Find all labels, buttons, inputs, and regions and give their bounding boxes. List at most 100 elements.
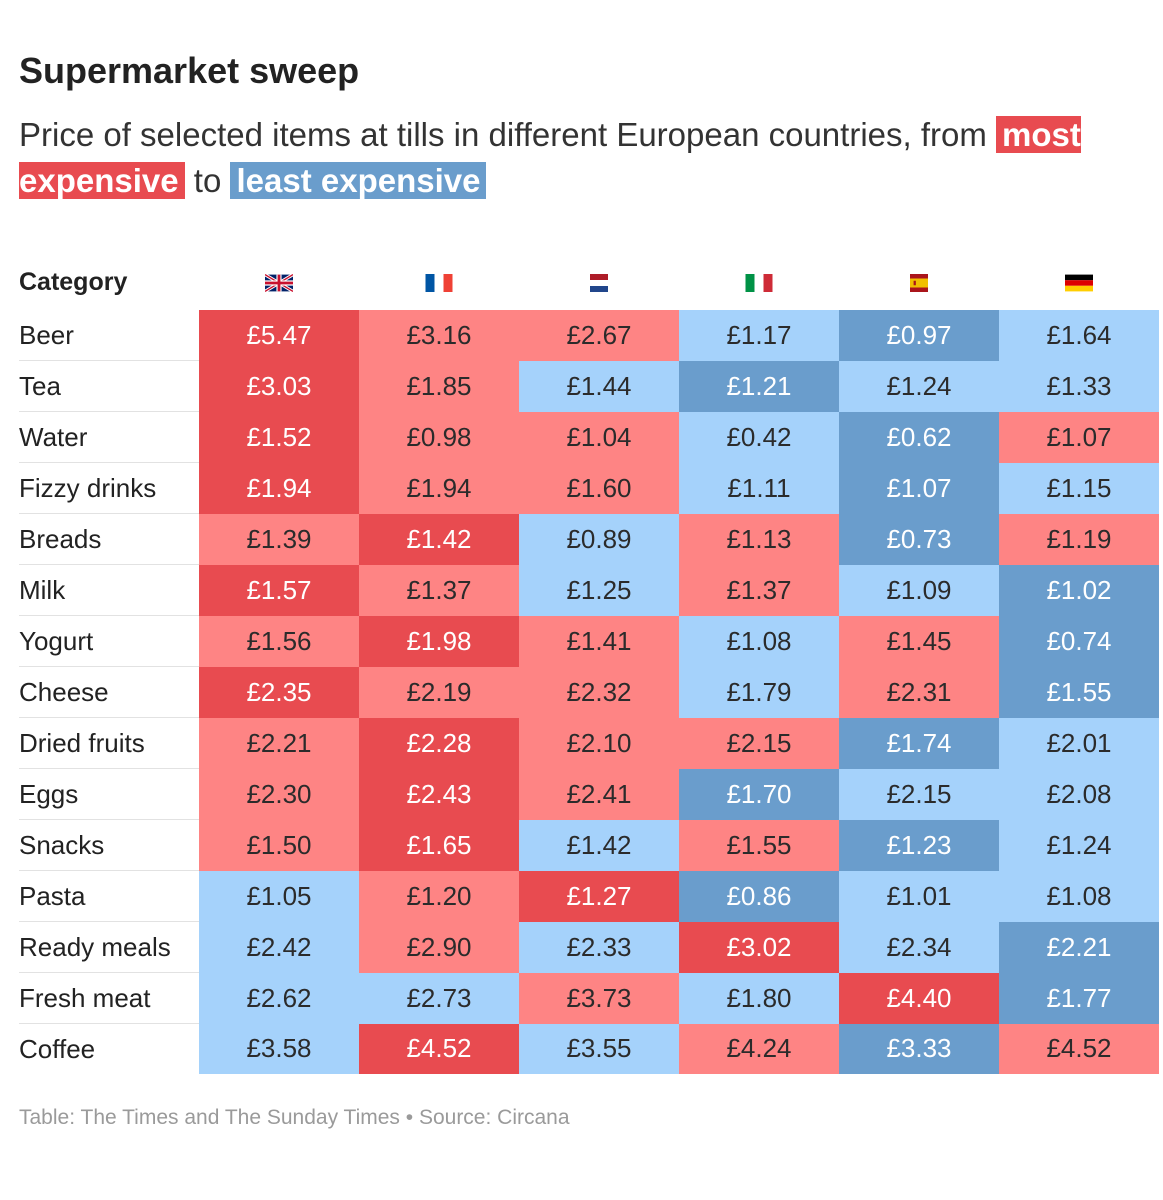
- table-row: Ready meals £2.42 £2.90 £2.33 £3.02 £2.34 £2.2…: [19, 921, 1159, 973]
- price-cell: £1.39: [199, 513, 359, 565]
- price-cell: £1.50: [199, 819, 359, 871]
- es-flag-icon: [905, 274, 933, 293]
- nl-flag-icon: [585, 274, 613, 293]
- category-label: Eggs: [19, 768, 199, 820]
- price-cell: £3.73: [519, 972, 679, 1024]
- category-label: Yogurt: [19, 615, 199, 667]
- price-cell: £2.32: [519, 666, 679, 718]
- price-cell: £3.58: [199, 1023, 359, 1074]
- price-cell: £0.98: [359, 411, 519, 463]
- price-cell: £2.10: [519, 717, 679, 769]
- de-flag-icon: [1065, 274, 1093, 292]
- category-label: Milk: [19, 564, 199, 616]
- price-cell: £1.25: [519, 564, 679, 616]
- price-cell: £0.97: [839, 310, 999, 361]
- table-header-row: Category: [19, 255, 1159, 310]
- price-cell: £1.24: [839, 360, 999, 412]
- category-label: Breads: [19, 513, 199, 565]
- category-label: Fizzy drinks: [19, 462, 199, 514]
- chart-title: Supermarket sweep: [19, 50, 360, 91]
- price-cell: £0.62: [839, 411, 999, 463]
- price-cell: £1.05: [199, 870, 359, 922]
- price-cell: £1.02: [999, 564, 1159, 616]
- price-cell: £1.20: [359, 870, 519, 922]
- price-cell: £1.11: [679, 462, 839, 514]
- price-cell: £1.08: [999, 870, 1159, 922]
- price-cell: £1.27: [519, 870, 679, 922]
- category-label: Cheese: [19, 666, 199, 718]
- price-cell: £0.86: [679, 870, 839, 922]
- price-cell: £3.02: [679, 921, 839, 973]
- price-cell: £2.08: [999, 768, 1159, 820]
- price-cell: £1.09: [839, 564, 999, 616]
- fr-flag-icon: [425, 274, 453, 293]
- category-label: Ready meals: [19, 921, 199, 973]
- price-cell: £2.33: [519, 921, 679, 973]
- price-cell: £1.57: [199, 564, 359, 616]
- column-header-country: [839, 255, 999, 310]
- price-cell: £0.74: [999, 615, 1159, 667]
- price-cell: £1.85: [359, 360, 519, 412]
- price-cell: £2.34: [839, 921, 999, 973]
- price-cell: £2.15: [839, 768, 999, 820]
- price-cell: £2.30: [199, 768, 359, 820]
- price-cell: £1.94: [359, 462, 519, 514]
- subtitle-connector: to: [193, 162, 222, 199]
- price-cell: £1.17: [679, 310, 839, 361]
- price-cell: £2.42: [199, 921, 359, 973]
- category-label: Water: [19, 411, 199, 463]
- price-cell: £1.74: [839, 717, 999, 769]
- price-cell: £1.60: [519, 462, 679, 514]
- price-cell: £2.62: [199, 972, 359, 1024]
- price-cell: £1.56: [199, 615, 359, 667]
- subtitle-text: Price of selected items at tills in diff…: [19, 116, 987, 153]
- column-header-category: Category: [19, 268, 128, 296]
- price-cell: £2.67: [519, 310, 679, 361]
- price-cell: £1.37: [359, 564, 519, 616]
- price-cell: £2.90: [359, 921, 519, 973]
- table-row: Tea £3.03 £1.85 £1.44 £1.21 £1.24 £1.33: [19, 360, 1159, 412]
- table-row: Cheese £2.35 £2.19 £2.32 £1.79 £2.31 £1.55: [19, 666, 1159, 718]
- price-cell: £1.07: [839, 462, 999, 514]
- price-cell: £3.03: [199, 360, 359, 412]
- price-cell: £1.42: [519, 819, 679, 871]
- price-cell: £2.43: [359, 768, 519, 820]
- price-cell: £2.15: [679, 717, 839, 769]
- category-label: Tea: [19, 360, 199, 412]
- chart-subtitle: Price of selected items at tills in diff…: [19, 112, 1129, 204]
- price-cell: £3.16: [359, 310, 519, 361]
- price-cell: £2.28: [359, 717, 519, 769]
- price-cell: £2.21: [999, 921, 1159, 973]
- price-cell: £1.94: [199, 462, 359, 514]
- category-label: Coffee: [19, 1033, 96, 1064]
- column-header-country: [999, 255, 1159, 310]
- category-label: Beer: [19, 310, 199, 361]
- price-cell: £3.55: [519, 1023, 679, 1074]
- price-cell: £1.80: [679, 972, 839, 1024]
- table-row: Milk £1.57 £1.37 £1.25 £1.37 £1.09 £1.02: [19, 564, 1159, 616]
- price-cell: £1.77: [999, 972, 1159, 1024]
- table-row: Snacks £1.50 £1.65 £1.42 £1.55 £1.23 £1.24: [19, 819, 1159, 871]
- price-cell: £4.52: [999, 1023, 1159, 1074]
- table-row: Fresh meat £2.62 £2.73 £3.73 £1.80 £4.40 £1.77: [19, 972, 1159, 1024]
- price-cell: £1.45: [839, 615, 999, 667]
- table-row: Dried fruits £2.21 £2.28 £2.10 £2.15 £1.74 £2.…: [19, 717, 1159, 769]
- table-row: Beer £5.47 £3.16 £2.67 £1.17 £0.97 £1.64: [19, 310, 1159, 361]
- price-table: Category Beer £5.47 £3.16 £2.67 £1.17 £0.97 £1…: [19, 255, 1159, 1074]
- gb-flag-icon: [265, 274, 293, 293]
- table-row: Water £1.52 £0.98 £1.04 £0.42 £0.62 £1.07: [19, 411, 1159, 463]
- price-cell: £1.98: [359, 615, 519, 667]
- category-label: Pasta: [19, 870, 199, 922]
- price-cell: £2.31: [839, 666, 999, 718]
- price-cell: £1.01: [839, 870, 999, 922]
- price-cell: £1.21: [679, 360, 839, 412]
- price-cell: £1.08: [679, 615, 839, 667]
- price-cell: £4.40: [839, 972, 999, 1024]
- it-flag-icon: [745, 274, 773, 293]
- table-row: Coffee £3.58 £4.52 £3.55 £4.24 £3.33 £4.52: [19, 1023, 1159, 1074]
- table-row: Fizzy drinks £1.94 £1.94 £1.60 £1.11 £1.07 £1.…: [19, 462, 1159, 514]
- price-cell: £1.52: [199, 411, 359, 463]
- price-cell: £1.19: [999, 513, 1159, 565]
- column-header-country: [199, 255, 359, 310]
- price-cell: £0.42: [679, 411, 839, 463]
